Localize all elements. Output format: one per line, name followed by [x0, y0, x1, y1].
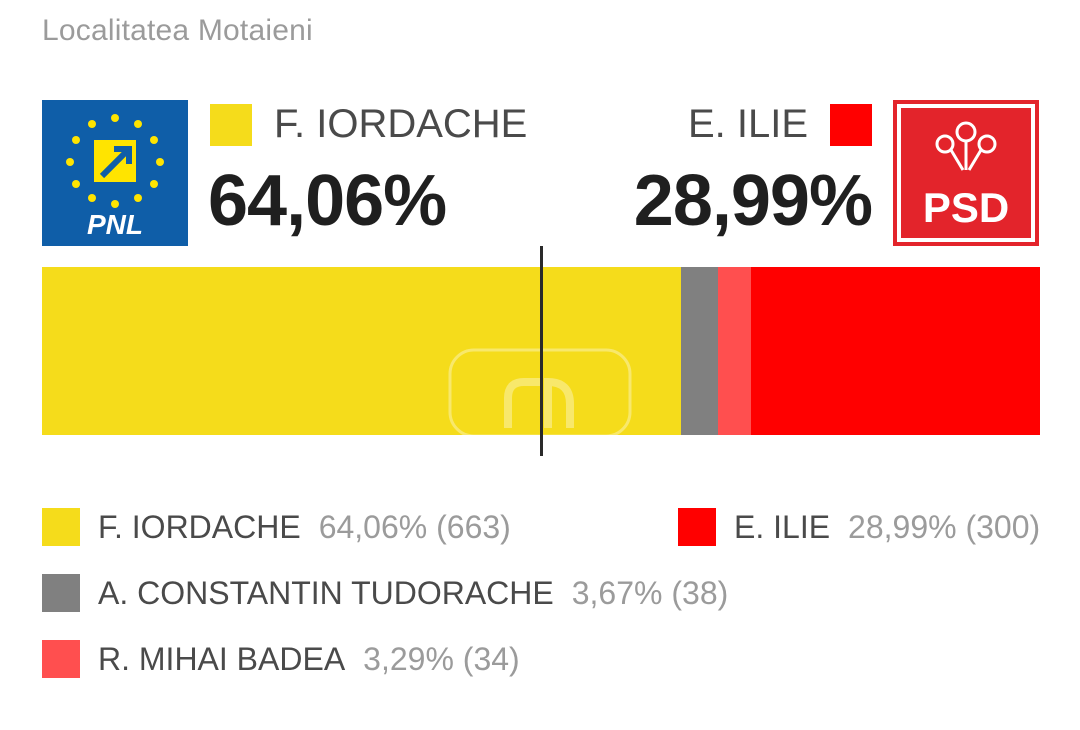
legend-item: E. ILIE 28,99% (300): [678, 508, 1040, 546]
bar-segment: [750, 267, 1040, 435]
legend-name: R. MIHAI BADEA: [98, 640, 346, 677]
legend-name: E. ILIE: [734, 508, 831, 545]
pnl-logo-icon: PNL: [42, 100, 188, 246]
left-candidate-name: F. IORDACHE: [274, 102, 528, 146]
bar-segment: [42, 267, 682, 435]
legend-swatch: [42, 508, 80, 546]
left-candidate-swatch: [210, 104, 252, 146]
psd-logo-icon: PSD: [893, 100, 1039, 246]
legend-name: A. CONSTANTIN TUDORACHE: [98, 574, 554, 611]
right-candidate-swatch: [830, 104, 872, 146]
psd-logo-text: PSD: [923, 184, 1009, 231]
stacked-bar-chart: [42, 267, 1040, 435]
left-candidate-percent: 64,06%: [208, 161, 447, 241]
right-candidate-name: E. ILIE: [687, 102, 808, 146]
bar-segment: [717, 267, 751, 435]
pnl-logo-text: PNL: [87, 209, 143, 240]
legend-swatch: [42, 574, 80, 612]
legend-value: 3,29% (34): [363, 640, 520, 677]
legend-value: 28,99% (300): [848, 508, 1041, 545]
right-candidate-percent: 28,99%: [633, 161, 873, 241]
legend-item: R. MIHAI BADEA 3,29% (34): [42, 640, 520, 678]
legend-swatch: [42, 640, 80, 678]
bar-segment: [681, 267, 718, 435]
legend-item: A. CONSTANTIN TUDORACHE 3,67% (38): [42, 574, 728, 612]
locality-title: Localitatea Motaieni: [42, 14, 313, 47]
legend-item: F. IORDACHE 64,06% (663): [42, 508, 511, 546]
legend-value: 3,67% (38): [571, 574, 729, 611]
majority-reference-line: [540, 246, 543, 456]
legend-swatch: [678, 508, 716, 546]
legend-name: F. IORDACHE: [98, 508, 301, 545]
legend-value: 64,06% (663): [318, 508, 511, 545]
